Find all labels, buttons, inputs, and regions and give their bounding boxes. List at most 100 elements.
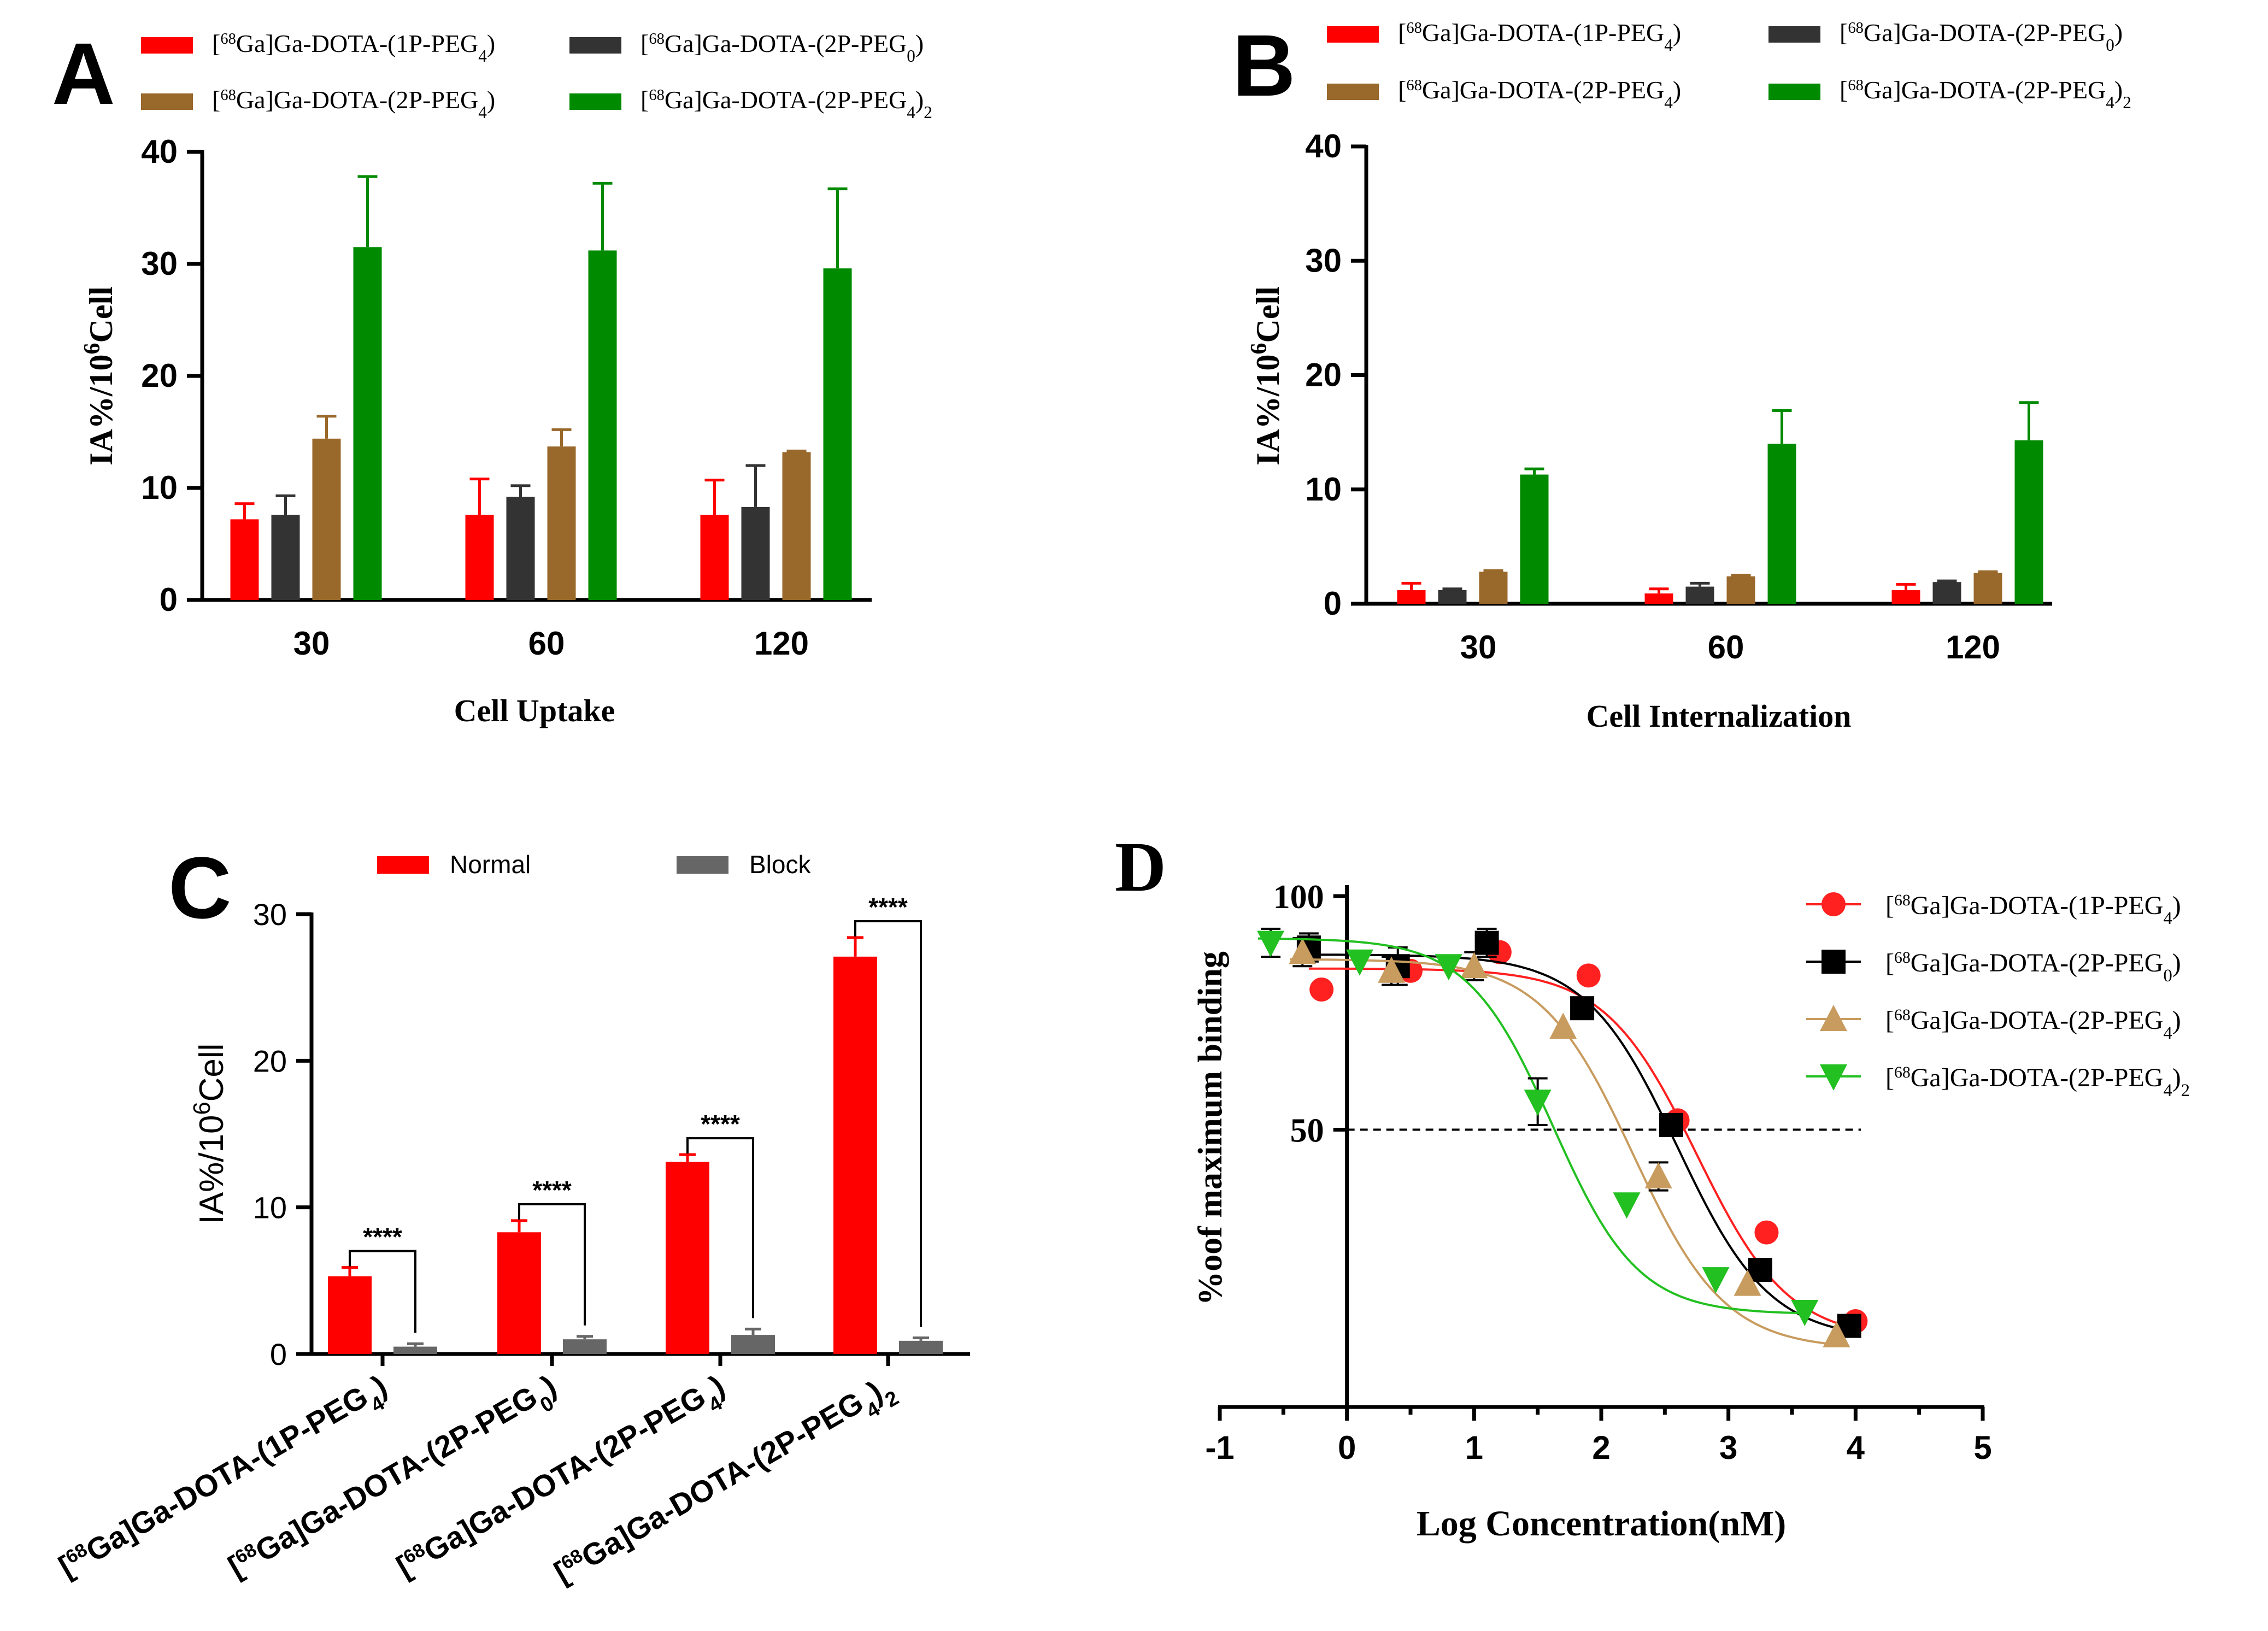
data-point <box>1570 996 1595 1021</box>
legend-label-block: Block <box>749 850 811 879</box>
legend-swatch-4 <box>569 93 621 110</box>
legend-label-d-3-close: ) <box>2172 1006 2181 1035</box>
legend-label-3-main: Ga]Ga-DOTA-(2P-PEG <box>1422 76 1664 104</box>
bar <box>1438 590 1467 604</box>
x-tick-label-2-main: Ga]Ga-DOTA-(2P-PEG <box>249 1379 543 1569</box>
bar <box>393 1346 437 1354</box>
legend-label-d-1-bracket: [ <box>1885 891 1894 920</box>
significance-stars: **** <box>532 1176 572 1204</box>
bar <box>312 438 341 600</box>
data-point <box>1345 949 1373 976</box>
legend-label-1-bracket: [ <box>212 30 220 57</box>
y-axis-title-end: Cell <box>83 286 119 343</box>
legend-label-d-3-bracket: [ <box>1885 1006 1894 1035</box>
legend-label-3: [68Ga]Ga-DOTA-(2P-PEG4) <box>1398 76 1681 112</box>
panel-label-b: B <box>1232 16 1296 114</box>
panel-a-cell-uptake-chart: [68Ga]Ga-DOTA-(1P-PEG4) [68Ga]Ga-DOTA-(2P… <box>80 30 932 728</box>
data-point <box>1289 938 1317 964</box>
y-tick-label: 30 <box>253 897 287 932</box>
legend-label-3-main: Ga]Ga-DOTA-(2P-PEG <box>236 86 478 114</box>
legend-label-4-sub2: 2 <box>924 103 932 122</box>
legend-label-2-isotope: 68 <box>649 31 665 48</box>
panel-label-c: C <box>168 839 232 937</box>
x-tick-label: 30 <box>1460 629 1497 666</box>
y-tick-label: 0 <box>160 581 178 618</box>
legend-label-3-sub: 4 <box>1664 93 1673 112</box>
legend-label-2-main: Ga]Ga-DOTA-(2P-PEG <box>665 30 907 57</box>
legend-label-2: [68Ga]Ga-DOTA-(2P-PEG0) <box>1840 19 2123 55</box>
x-tick-label: 120 <box>1946 629 2000 666</box>
legend-swatch-block <box>677 856 728 874</box>
legend-label-d-2-close: ) <box>2172 949 2181 978</box>
data-point <box>1791 1299 1819 1326</box>
x-tick-label-3-main: Ga]Ga-DOTA-(2P-PEG <box>418 1379 711 1569</box>
y-tick-label: 0 <box>1324 585 1342 622</box>
legend-label-d-4-main: Ga]Ga-DOTA-(2P-PEG <box>1911 1063 2164 1092</box>
legend-label-3-close: ) <box>487 86 495 114</box>
x-tick-label: 30 <box>293 625 330 662</box>
bar <box>1685 586 1714 604</box>
data-point <box>1613 1192 1641 1219</box>
legend-label-3-bracket: [ <box>1398 76 1406 104</box>
legend-label-4-main: Ga]Ga-DOTA-(2P-PEG <box>665 86 907 114</box>
legend-label-1-bracket: [ <box>1398 19 1406 46</box>
y-tick-label: 40 <box>1305 128 1342 164</box>
legend-label-4-isotope: 68 <box>649 87 665 104</box>
legend-label-2-isotope: 68 <box>1848 20 1864 37</box>
legend-label-normal: Normal <box>450 850 531 879</box>
legend-label-4-bracket: [ <box>641 86 649 114</box>
significance-stars: **** <box>701 1110 740 1138</box>
legend-label-3-isotope: 68 <box>1406 77 1422 94</box>
legend-marker-2 <box>1822 950 1846 974</box>
x-axis-title: Log Concentration(nM) <box>1417 1504 1786 1544</box>
legend-label-d-2: [68Ga]Ga-DOTA-(2P-PEG0) <box>1885 949 2181 986</box>
legend-label-d-2-main: Ga]Ga-DOTA-(2P-PEG <box>1911 949 2164 978</box>
legend-label-2-bracket: [ <box>641 30 649 57</box>
bar <box>899 1340 943 1354</box>
y-axis-title-main: IA%/10 <box>83 354 119 465</box>
legend-label-4-close: ) <box>915 86 924 114</box>
panel-d-competition-binding-chart: -1 0 1 2 3 4 5 50 100 Log Concentration(nM) %oof m… <box>1192 879 2190 1544</box>
y-tick-label: 30 <box>1305 242 1342 279</box>
y-tick-label: 100 <box>1273 879 1324 916</box>
y-tick-label: 10 <box>1305 471 1342 508</box>
y-axis-title: IA%/106Cell <box>1247 286 1286 466</box>
x-tick-label: 5 <box>1973 1429 1991 1466</box>
legend-label-2-bracket: [ <box>1840 19 1848 46</box>
y-tick-label: 40 <box>141 133 178 170</box>
legend-label-4-bracket: [ <box>1840 76 1848 104</box>
significance-bracket <box>854 920 922 1327</box>
legend-label-1: [68Ga]Ga-DOTA-(1P-PEG4) <box>1398 19 1681 55</box>
legend-label-1-close: ) <box>487 30 495 57</box>
legend-swatch-2 <box>569 37 621 54</box>
legend-label-4: [68Ga]Ga-DOTA-(2P-PEG4)2 <box>1840 76 2131 112</box>
legend-label-2-close: ) <box>915 30 924 57</box>
legend-marker-3 <box>1820 1005 1847 1031</box>
bar <box>506 497 535 600</box>
bar <box>1932 582 1961 604</box>
legend-label-4-close: ) <box>2114 76 2123 104</box>
bar <box>465 515 494 600</box>
x-tick-label: 3 <box>1719 1429 1737 1466</box>
panel-b-cell-internalization-chart: [68Ga]Ga-DOTA-(1P-PEG4) [68Ga]Ga-DOTA-(2P… <box>1247 19 2131 734</box>
bar <box>328 1276 372 1354</box>
bar <box>1767 444 1796 604</box>
legend-label-3-close: ) <box>1673 76 1681 104</box>
legend-label-4-sub: 4 <box>907 103 915 122</box>
legend-label-1-close: ) <box>1673 19 1681 46</box>
fit-curve-4 <box>1258 937 1811 1315</box>
legend-label-d-1-close: ) <box>2172 891 2181 920</box>
data-point <box>1823 1321 1850 1347</box>
fit-curve-3 <box>1289 958 1843 1346</box>
legend-label-4-isotope: 68 <box>1848 77 1864 94</box>
y-tick-label: 20 <box>253 1044 287 1078</box>
data-point <box>1734 1269 1761 1296</box>
bar <box>2014 440 2043 604</box>
legend-label-d-3-main: Ga]Ga-DOTA-(2P-PEG <box>1911 1006 2164 1035</box>
legend-label-d-4-bracket: [ <box>1885 1063 1894 1092</box>
bar <box>353 247 382 600</box>
legend-label-2-main: Ga]Ga-DOTA-(2P-PEG <box>1864 19 2106 46</box>
legend-swatch-3 <box>1327 84 1379 100</box>
x-axis-title: Cell Internalization <box>1587 698 1852 734</box>
legend-label-1-isotope: 68 <box>1406 20 1422 37</box>
